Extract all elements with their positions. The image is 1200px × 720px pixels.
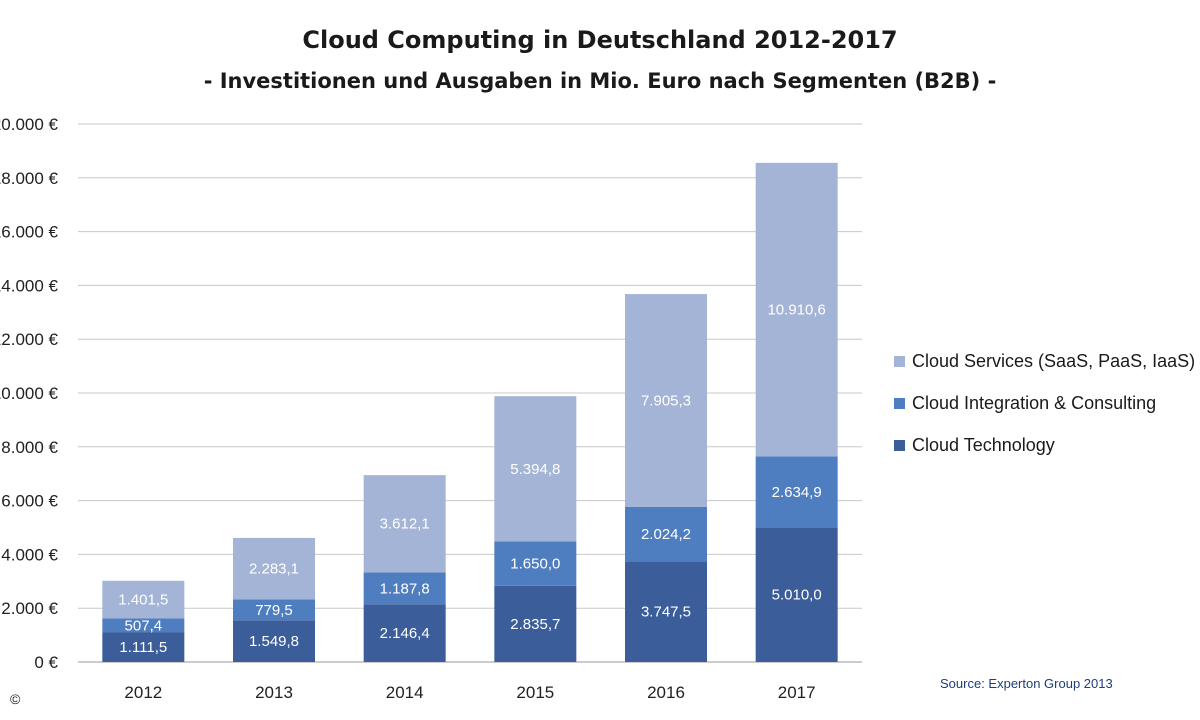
data-label: 1.111,5 [119, 639, 167, 656]
legend-swatch [894, 398, 905, 409]
bar-segment [102, 580, 185, 619]
y-tick-label: 18.000 € [0, 169, 59, 188]
data-label: 779,5 [255, 602, 293, 619]
bar-segment [755, 527, 838, 662]
y-tick-label: 8.000 € [1, 438, 58, 457]
chart-subtitle: - Investitionen und Ausgaben in Mio. Eur… [204, 69, 997, 93]
y-tick-label: 14.000 € [0, 276, 59, 295]
data-label: 2.146,4 [380, 625, 430, 642]
data-label: 1.650,0 [510, 556, 560, 573]
data-label: 2.024,2 [641, 526, 691, 543]
source-note: Source: Experton Group 2013 [940, 676, 1113, 691]
y-axis-ticks: 0 € 2.000 € 4.000 € 6.000 € 8.000 € 10.000 € 1… [0, 115, 59, 672]
data-label: 2.283,1 [249, 561, 299, 578]
x-tick-label: 2015 [516, 683, 554, 702]
legend: Cloud Services (SaaS, PaaS, IaaS) Cloud I… [894, 351, 1195, 455]
bar-segment [494, 396, 577, 542]
bar-segment [102, 632, 185, 662]
x-tick-label: 2017 [778, 683, 816, 702]
y-tick-label: 4.000 € [1, 545, 58, 564]
bar-segment [755, 162, 838, 457]
bar-segment [494, 541, 577, 586]
bar-segment [755, 456, 838, 528]
chart-title: Cloud Computing in Deutschland 2012-2017 [302, 26, 897, 54]
bar-segment [363, 604, 446, 662]
data-label: 5.010,0 [772, 587, 822, 604]
data-label: 2.835,7 [510, 616, 560, 633]
data-label: 10.910,6 [767, 302, 825, 319]
data-label: 1.549,8 [249, 633, 299, 650]
x-tick-label: 2012 [124, 683, 162, 702]
y-tick-label: 2.000 € [1, 599, 58, 618]
data-label: 5.394,8 [510, 461, 560, 478]
x-tick-label: 2014 [386, 683, 424, 702]
bars: 1.111,5 507,4 1.401,5 1.549,8 779,5 2.283,1 2.… [102, 162, 838, 662]
bar-segment [233, 599, 315, 621]
y-tick-label: 20.000 € [0, 115, 59, 134]
data-label: 3.612,1 [380, 516, 430, 533]
x-axis-ticks: 2012 2013 2014 2015 2016 2017 [124, 683, 815, 702]
data-label: 1.187,8 [380, 580, 430, 597]
bar-segment [363, 572, 446, 605]
bar-segment [233, 620, 315, 662]
bar-segment [625, 506, 707, 562]
bar-segment [102, 618, 185, 633]
bar-segment [233, 537, 315, 600]
data-label: 1.401,5 [118, 592, 168, 609]
y-tick-label: 6.000 € [1, 492, 58, 511]
bar-segment [494, 585, 577, 662]
x-tick-label: 2016 [647, 683, 685, 702]
y-tick-label: 16.000 € [0, 223, 59, 242]
legend-entry: Cloud Integration & Consulting [912, 393, 1156, 413]
bar-segment [363, 475, 446, 573]
data-label: 3.747,5 [641, 604, 691, 621]
x-tick-label: 2013 [255, 683, 293, 702]
y-tick-label: 12.000 € [0, 330, 59, 349]
data-label: 507,4 [125, 617, 163, 634]
legend-entry: Cloud Services (SaaS, PaaS, IaaS) [912, 351, 1195, 371]
data-label: 2.634,9 [772, 484, 822, 501]
bar-segment [625, 561, 707, 662]
copyright-icon: © [10, 691, 21, 707]
legend-entry: Cloud Technology [912, 435, 1055, 455]
y-tick-label: 10.000 € [0, 384, 59, 403]
gridlines [78, 123, 862, 663]
y-tick-label: 0 € [34, 653, 58, 672]
legend-swatch [894, 356, 905, 367]
legend-swatch [894, 440, 905, 451]
bar-segment [625, 294, 707, 507]
data-label: 7.905,3 [641, 392, 691, 409]
